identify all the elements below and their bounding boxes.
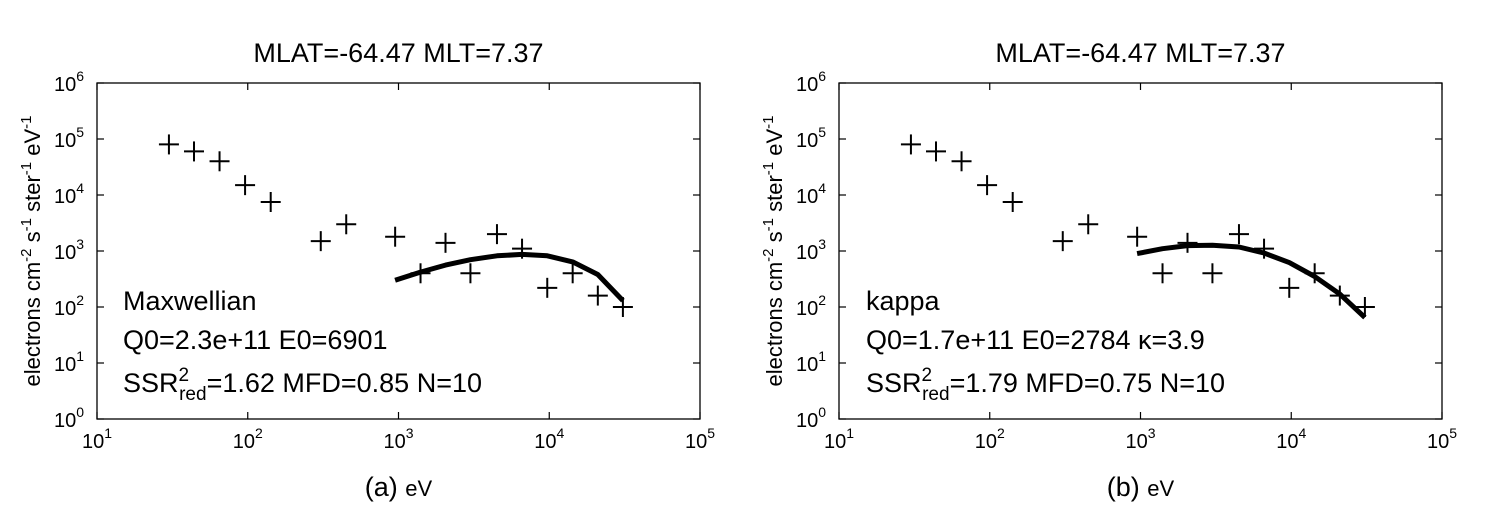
data-point-marker (1078, 214, 1099, 235)
chart-title: MLAT=-64.47 MLT=7.37 (995, 38, 1285, 68)
data-point-marker (1354, 297, 1375, 317)
data-point-marker (537, 277, 558, 298)
x-axis-label: (a) eV (365, 472, 433, 502)
x-tick-label: 104 (534, 425, 564, 453)
y-axis-label: electrons cm-2 s-1 ster-1 eV-1 (18, 115, 45, 386)
data-point-marker (385, 226, 406, 247)
y-tick-label: 100 (796, 404, 826, 432)
data-point-marker (1152, 263, 1173, 284)
data-point-marker (209, 151, 230, 172)
data-point-marker (587, 285, 608, 306)
data-point-marker (460, 263, 481, 284)
data-point-marker (562, 263, 583, 284)
data-point-marker (1052, 231, 1073, 252)
y-axis-label: electrons cm-2 s-1 ster-1 eV-1 (760, 115, 787, 386)
fit-stats-label: SSR2 red=1.62 MFD=0.85 N=10 (123, 365, 482, 405)
fit-curve (394, 251, 625, 303)
data-point-marker (1127, 226, 1148, 247)
fit-curve (1136, 242, 1367, 320)
data-point-marker (158, 134, 179, 155)
y-tick-label: 106 (54, 68, 84, 96)
x-tick-label: 104 (1276, 425, 1306, 453)
data-point-marker (1202, 263, 1223, 284)
x-tick-label: 103 (383, 425, 413, 453)
x-tick-label: 105 (1427, 425, 1457, 453)
y-tick-label: 101 (54, 348, 84, 376)
data-point-marker (1228, 224, 1249, 245)
data-point-marker (1002, 191, 1023, 212)
model-name-label: kappa (866, 286, 941, 316)
y-tick-label: 100 (54, 404, 84, 432)
y-tick-label: 105 (54, 124, 84, 152)
chart-title: MLAT=-64.47 MLT=7.37 (253, 38, 543, 68)
data-point-marker (486, 224, 507, 245)
y-tick-label: 102 (796, 292, 826, 320)
data-point-marker (951, 151, 972, 172)
fit-params-label: Q0=1.7e+11 E0=2784 κ=3.9 (866, 325, 1205, 355)
x-tick-label: 101 (82, 425, 112, 453)
data-point-marker (184, 141, 205, 162)
x-tick-label: 105 (685, 425, 715, 453)
data-point-marker (336, 214, 357, 235)
y-tick-label: 103 (796, 236, 826, 264)
data-point-marker (435, 232, 456, 253)
y-tick-label: 106 (796, 68, 826, 96)
fit-params-label: Q0=2.3e+11 E0=6901 (123, 325, 388, 355)
data-point-marker (260, 191, 281, 212)
panel-label: (a) (365, 472, 398, 502)
x-tick-label: 103 (1125, 425, 1155, 453)
y-tick-label: 102 (54, 292, 84, 320)
x-tick-label: 102 (975, 425, 1005, 453)
data-point-marker (235, 175, 256, 196)
x-tick-label: 101 (824, 425, 854, 453)
panel-label: (b) (1107, 472, 1140, 502)
x-axis-label: (b) eV (1107, 472, 1175, 502)
y-tick-label: 105 (796, 124, 826, 152)
data-point-marker (1279, 277, 1300, 298)
data-point-marker (1177, 232, 1198, 253)
fit-stats-label: SSR2 red=1.79 MFD=0.75 N=10 (866, 365, 1225, 405)
data-point-marker (926, 141, 947, 162)
data-point-marker (977, 175, 998, 196)
y-tick-label: 101 (796, 348, 826, 376)
y-tick-label: 104 (54, 180, 84, 208)
y-tick-label: 103 (54, 236, 84, 264)
y-tick-label: 104 (796, 180, 826, 208)
x-tick-label: 102 (233, 425, 263, 453)
data-point-marker (310, 231, 331, 252)
model-name-label: Maxwellian (123, 286, 257, 316)
data-point-marker (900, 134, 921, 155)
